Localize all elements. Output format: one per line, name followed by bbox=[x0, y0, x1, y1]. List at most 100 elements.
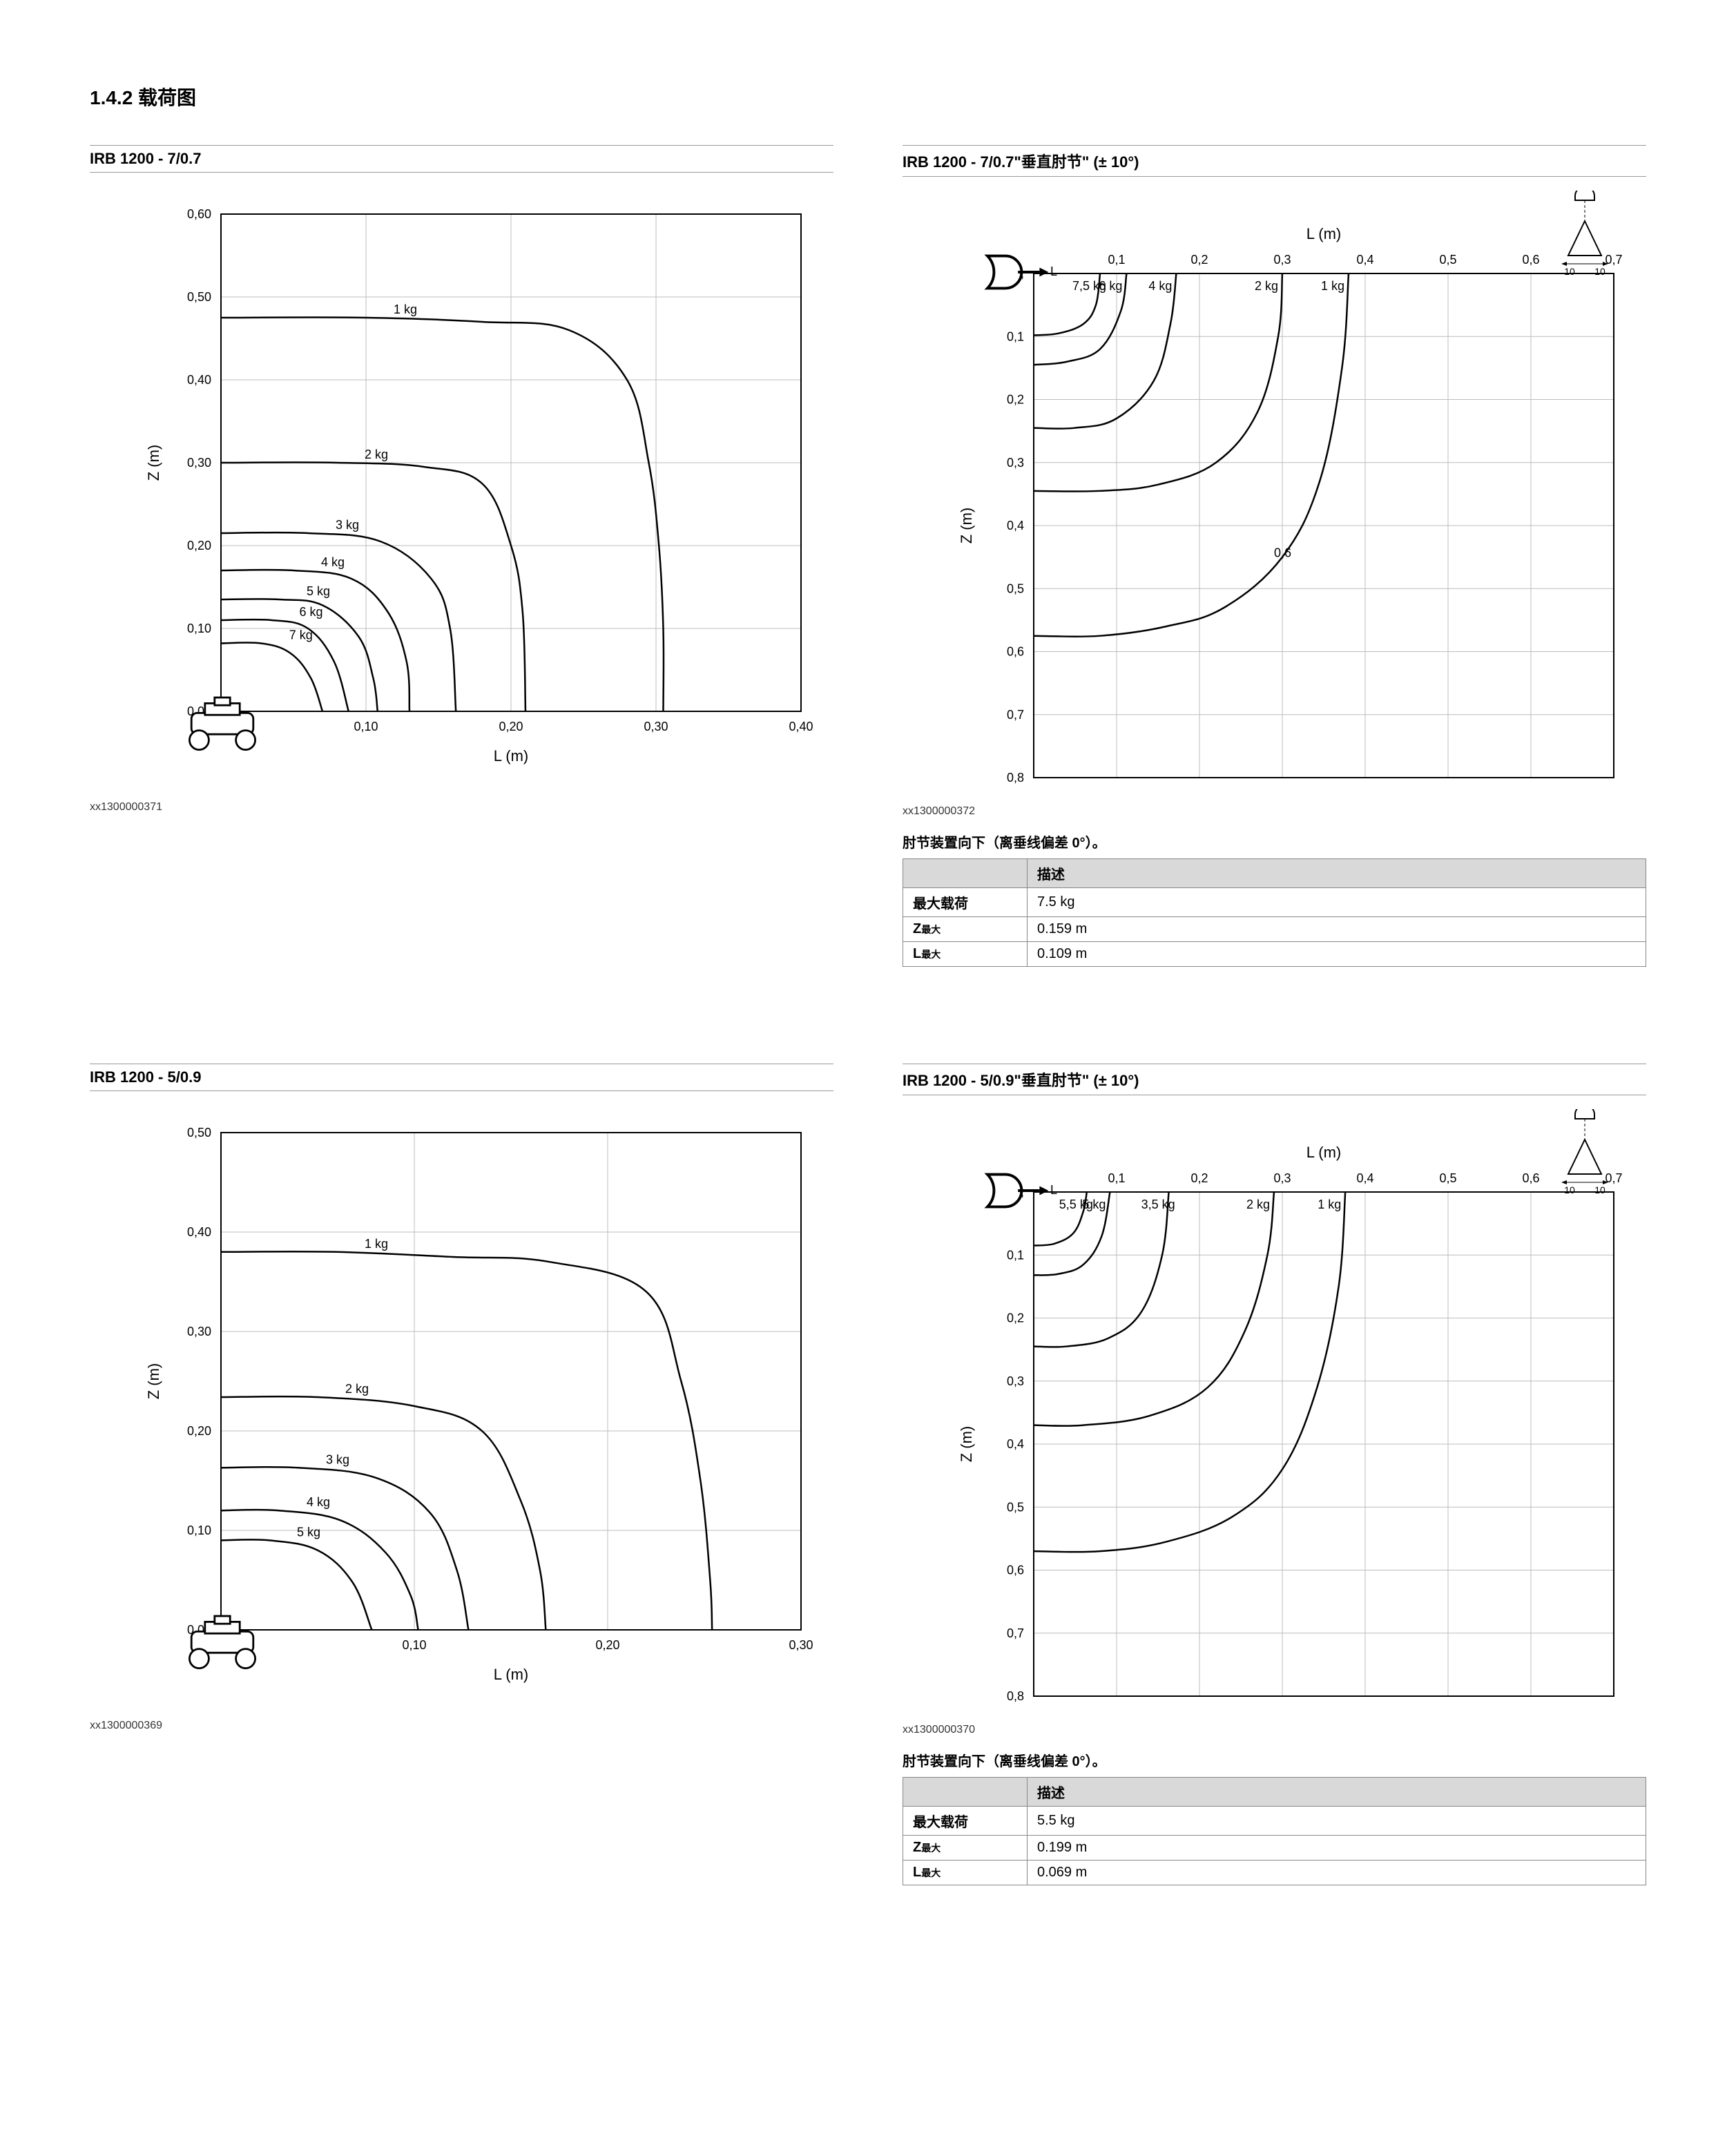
svg-text:L (m): L (m) bbox=[1306, 1144, 1342, 1161]
svg-text:0,7: 0,7 bbox=[1007, 708, 1024, 722]
table-row: L最大0.109 m bbox=[903, 942, 1646, 967]
svg-text:10: 10 bbox=[1594, 266, 1605, 277]
svg-text:0,20: 0,20 bbox=[595, 1638, 619, 1652]
svg-text:0,2: 0,2 bbox=[1007, 393, 1024, 407]
svg-text:10: 10 bbox=[1564, 266, 1575, 277]
svg-text:L (m): L (m) bbox=[1306, 225, 1342, 242]
svg-text:0,5: 0,5 bbox=[1439, 1171, 1456, 1185]
svg-text:0,30: 0,30 bbox=[789, 1638, 813, 1652]
table-header-row: 描述 bbox=[903, 1778, 1646, 1807]
svg-text:0,8: 0,8 bbox=[1007, 771, 1024, 785]
svg-text:0,30: 0,30 bbox=[187, 1325, 211, 1338]
svg-text:3 kg: 3 kg bbox=[336, 518, 359, 532]
svg-text:0,8: 0,8 bbox=[1007, 1689, 1024, 1703]
svg-text:0,40: 0,40 bbox=[187, 1225, 211, 1239]
svg-text:0,10: 0,10 bbox=[187, 1523, 211, 1537]
svg-text:0,1: 0,1 bbox=[1007, 329, 1024, 343]
svg-text:0,5: 0,5 bbox=[1007, 1500, 1024, 1514]
panel-title: IRB 1200 - 7/0.7"垂直肘节" (± 10°) bbox=[903, 145, 1646, 177]
svg-text:0,7: 0,7 bbox=[1605, 253, 1622, 267]
svg-text:0,3: 0,3 bbox=[1007, 456, 1024, 470]
svg-text:0,10: 0,10 bbox=[402, 1638, 426, 1652]
svg-text:0,2: 0,2 bbox=[1190, 253, 1208, 267]
figref: xx1300000372 bbox=[903, 805, 1646, 818]
figref: xx1300000369 bbox=[90, 1720, 833, 1732]
svg-text:0,5: 0,5 bbox=[1439, 253, 1456, 267]
svg-text:1 kg: 1 kg bbox=[1318, 1198, 1341, 1211]
figref: xx1300000370 bbox=[903, 1724, 1646, 1736]
panel-tl: IRB 1200 - 7/0.7 0,000,100,200,300,400,0… bbox=[90, 145, 833, 967]
svg-text:L (m): L (m) bbox=[494, 1666, 529, 1683]
svg-text:2 kg: 2 kg bbox=[1246, 1198, 1270, 1211]
panel-br: IRB 1200 - 5/0.9"垂直肘节" (± 10°) 0,1 0,2 0,3… bbox=[903, 1064, 1646, 1885]
table-row: Z最大0.199 m bbox=[903, 1836, 1646, 1861]
svg-text:0,20: 0,20 bbox=[187, 1424, 211, 1438]
svg-text:0,40: 0,40 bbox=[187, 373, 211, 387]
svg-text:6 kg: 6 kg bbox=[1099, 279, 1122, 293]
desc-table: 描述最大载荷7.5 kgZ最大0.159 mL最大0.109 m bbox=[903, 858, 1646, 967]
chart-tr: 0,10,20,30,40,50,60,70,0,10,20,30,40,50,… bbox=[944, 191, 1646, 798]
chart-bl: 0,000,100,200,300,000,100,200,300,400,50… bbox=[131, 1105, 833, 1713]
svg-text:1 kg: 1 kg bbox=[394, 302, 417, 316]
svg-text:0,7: 0,7 bbox=[1007, 1626, 1024, 1640]
panel-title: IRB 1200 - 5/0.9 bbox=[90, 1064, 833, 1091]
svg-text:Z (m): Z (m) bbox=[145, 1363, 162, 1400]
svg-text:7 kg: 7 kg bbox=[289, 628, 313, 642]
svg-text:5 kg: 5 kg bbox=[1082, 1198, 1106, 1211]
desc-table: 描述最大载荷5.5 kgZ最大0.199 mL最大0.069 m bbox=[903, 1777, 1646, 1885]
table-note: 肘节装置向下（离垂线偏差 0°）。 bbox=[903, 1750, 1646, 1770]
panel-title: IRB 1200 - 7/0.7 bbox=[90, 145, 833, 173]
table-row: Z最大0.159 m bbox=[903, 917, 1646, 942]
svg-text:2 kg: 2 kg bbox=[365, 448, 388, 461]
svg-text:10: 10 bbox=[1564, 1184, 1575, 1195]
svg-text:0,20: 0,20 bbox=[499, 720, 523, 733]
svg-text:0,2: 0,2 bbox=[1007, 1311, 1024, 1325]
svg-text:0,6: 0,6 bbox=[1007, 1564, 1024, 1577]
section-heading: 1.4.2 载荷图 bbox=[90, 83, 1646, 110]
svg-text:1 kg: 1 kg bbox=[1321, 279, 1344, 293]
svg-text:4 kg: 4 kg bbox=[1148, 279, 1172, 293]
svg-text:0,10: 0,10 bbox=[354, 720, 378, 733]
svg-text:10: 10 bbox=[1594, 1184, 1605, 1195]
svg-text:0,3: 0,3 bbox=[1007, 1374, 1024, 1388]
svg-text:Z (m): Z (m) bbox=[958, 1426, 975, 1463]
svg-text:0,4: 0,4 bbox=[1356, 253, 1373, 267]
panel-bl: IRB 1200 - 5/0.9 0,000,100,200,300,000,1… bbox=[90, 1064, 833, 1885]
svg-text:0,7: 0,7 bbox=[1605, 1171, 1622, 1185]
svg-text:4 kg: 4 kg bbox=[321, 555, 345, 569]
svg-text:3 kg: 3 kg bbox=[326, 1452, 349, 1466]
svg-text:0,5: 0,5 bbox=[1007, 581, 1024, 595]
chart-br: 0,10,20,30,40,50,60,70,0,10,20,30,40,50,… bbox=[944, 1109, 1646, 1717]
figref: xx1300000371 bbox=[90, 801, 833, 814]
row-bottom: IRB 1200 - 5/0.9 0,000,100,200,300,000,1… bbox=[90, 1064, 1646, 1885]
svg-text:0,40: 0,40 bbox=[789, 720, 813, 733]
row-top: IRB 1200 - 7/0.7 0,000,100,200,300,400,0… bbox=[90, 145, 1646, 967]
svg-text:4 kg: 4 kg bbox=[307, 1495, 330, 1509]
svg-text:0,1: 0,1 bbox=[1108, 253, 1125, 267]
svg-text:0,30: 0,30 bbox=[187, 456, 211, 470]
table-row: 最大载荷5.5 kg bbox=[903, 1807, 1646, 1836]
svg-text:0,10: 0,10 bbox=[187, 622, 211, 635]
svg-text:0,4: 0,4 bbox=[1007, 519, 1024, 532]
panel-title: IRB 1200 - 5/0.9"垂直肘节" (± 10°) bbox=[903, 1064, 1646, 1095]
svg-text:2 kg: 2 kg bbox=[345, 1382, 369, 1396]
svg-text:5 kg: 5 kg bbox=[297, 1525, 320, 1539]
svg-text:L: L bbox=[1050, 1183, 1057, 1197]
svg-text:2 kg: 2 kg bbox=[1255, 279, 1278, 293]
svg-text:0,1: 0,1 bbox=[1007, 1248, 1024, 1262]
chart-tl: 0,000,100,200,300,400,000,100,200,300,40… bbox=[131, 186, 833, 794]
svg-text:0,4: 0,4 bbox=[1007, 1437, 1024, 1451]
svg-text:0,6: 0,6 bbox=[1522, 1171, 1539, 1185]
svg-text:L (m): L (m) bbox=[494, 747, 529, 765]
svg-text:Z (m): Z (m) bbox=[958, 508, 975, 544]
svg-text:0,6: 0,6 bbox=[1274, 546, 1291, 560]
svg-text:0,20: 0,20 bbox=[187, 539, 211, 552]
svg-text:6 kg: 6 kg bbox=[300, 605, 323, 619]
table-note: 肘节装置向下（离垂线偏差 0°）。 bbox=[903, 832, 1646, 852]
svg-text:5 kg: 5 kg bbox=[307, 584, 330, 598]
panel-tr: IRB 1200 - 7/0.7"垂直肘节" (± 10°) 0,1 0,2 0,3… bbox=[903, 145, 1646, 967]
svg-text:0,2: 0,2 bbox=[1190, 1171, 1208, 1185]
svg-text:3,5 kg: 3,5 kg bbox=[1141, 1198, 1175, 1211]
table-header-row: 描述 bbox=[903, 859, 1646, 888]
svg-text:0,50: 0,50 bbox=[187, 290, 211, 304]
